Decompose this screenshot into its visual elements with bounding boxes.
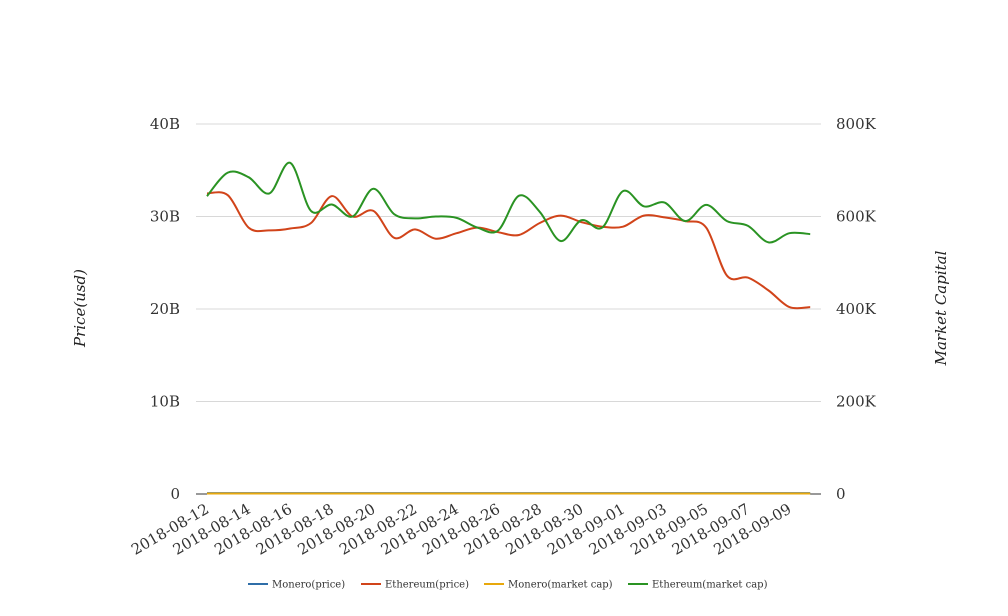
right-axis-title: Market Capital	[932, 250, 950, 366]
right-tick-label: 200K	[836, 393, 877, 411]
legend-label: Monero(price)	[272, 580, 345, 591]
left-tick-label: 40B	[150, 115, 180, 133]
right-tick-label: 600K	[836, 208, 877, 226]
legend-label: Monero(market cap)	[508, 580, 613, 591]
legend-item[interactable]: Monero(price)	[248, 580, 345, 591]
left-tick-label: 0	[170, 485, 180, 503]
legend-label: Ethereum(market cap)	[652, 580, 768, 591]
legend-label: Ethereum(price)	[385, 580, 469, 591]
series-lines	[206, 161, 811, 495]
right-tick-label: 800K	[836, 115, 877, 133]
gridlines	[196, 123, 821, 495]
x-axis: 2018-08-122018-08-142018-08-162018-08-18…	[128, 500, 794, 559]
legend-item[interactable]: Ethereum(price)	[361, 580, 469, 591]
series-line-ethereum-price	[206, 191, 811, 310]
left-tick-label: 20B	[150, 300, 180, 318]
right-tick-label: 0	[836, 485, 846, 503]
legend-item[interactable]: Ethereum(market cap)	[628, 580, 768, 591]
right-y-axis: 0 200K 400K 600K 800K	[836, 115, 877, 503]
legend-item[interactable]: Monero(market cap)	[484, 580, 613, 591]
left-y-axis: 0 10B 20B 30B 40B	[150, 115, 180, 503]
right-tick-label: 400K	[836, 300, 877, 318]
left-tick-label: 30B	[150, 208, 180, 226]
left-tick-label: 10B	[150, 393, 180, 411]
series-line-ethereum-market-cap	[206, 161, 811, 244]
left-axis-title: Price(usd)	[71, 269, 89, 348]
legend[interactable]: Monero(price) Ethereum(price) Monero(marke…	[248, 580, 768, 591]
